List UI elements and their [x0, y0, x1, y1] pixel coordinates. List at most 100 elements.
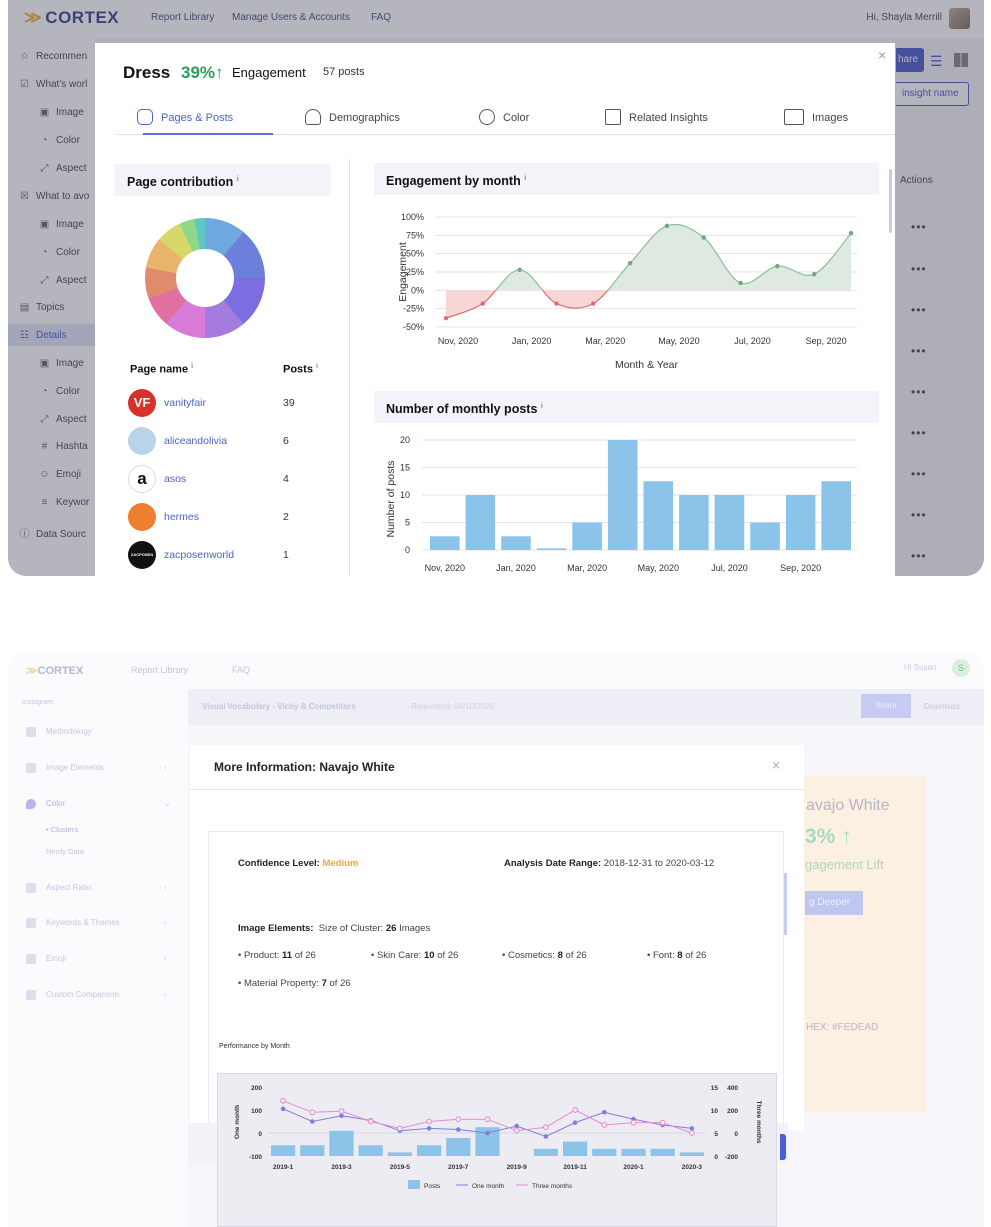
tab-color[interactable]: Color: [479, 109, 529, 126]
post-bar[interactable]: [679, 495, 709, 550]
download-button[interactable]: Download: [924, 702, 960, 711]
row-actions-menu[interactable]: •••: [911, 549, 927, 563]
sidebar-item-aspect[interactable]: ⤢ Aspect: [38, 163, 87, 174]
one-month-point[interactable]: [426, 1126, 432, 1131]
share-button[interactable]: hare: [896, 48, 924, 72]
three-months-point[interactable]: [659, 1119, 666, 1126]
sidebar-item-nerdy-data[interactable]: Nerdy Data: [46, 847, 84, 856]
posts-bar[interactable]: [446, 1138, 471, 1156]
three-months-point[interactable]: [484, 1116, 491, 1123]
close-icon[interactable]: ×: [772, 757, 781, 773]
post-bar[interactable]: [750, 522, 780, 551]
three-months-point[interactable]: [397, 1125, 403, 1132]
post-bar[interactable]: [821, 481, 851, 550]
sidebar-item-aspect[interactable]: ⤢ Aspect: [38, 414, 87, 425]
chevron-icon[interactable]: ›: [164, 883, 167, 892]
post-bar[interactable]: [501, 536, 531, 550]
sidebar-item-keywords-themes[interactable]: Keywords & Themes: [26, 918, 120, 928]
page-row[interactable]: a asos 4: [128, 465, 328, 493]
nav-manage-users[interactable]: Manage Users & Accounts: [232, 12, 350, 23]
share-button[interactable]: Share: [861, 694, 911, 718]
data-point[interactable]: [443, 316, 449, 321]
sidebar-item-aspect[interactable]: ⤢ Aspect: [38, 275, 87, 286]
post-bar[interactable]: [572, 522, 602, 551]
sidebar-item-clusters[interactable]: • Clusters: [46, 825, 78, 834]
sidebar-item-aspect-ratio[interactable]: Aspect Ratio: [26, 883, 91, 893]
data-point[interactable]: [480, 301, 486, 306]
data-point[interactable]: [701, 235, 706, 240]
sidebar-item-image[interactable]: ▣ Image: [38, 107, 84, 118]
footer-button-edge[interactable]: [780, 1134, 786, 1160]
three-months-point[interactable]: [309, 1109, 316, 1116]
three-months-point[interactable]: [689, 1130, 695, 1136]
row-actions-menu[interactable]: •••: [911, 303, 927, 317]
nav-faq[interactable]: FAQ: [232, 665, 251, 675]
nav-faq[interactable]: FAQ: [371, 12, 392, 23]
sidebar-item-topics[interactable]: ▤ Topics: [18, 302, 65, 313]
sidebar-item-image-elements[interactable]: Image Elements: [26, 763, 104, 773]
one-month-point[interactable]: [339, 1113, 344, 1119]
page-row[interactable]: aliceandolivia 6: [128, 427, 328, 455]
sidebar-item-custom-comparison[interactable]: Custom Comparison: [26, 990, 119, 1000]
chevron-icon[interactable]: ⌄: [164, 799, 171, 808]
post-bar[interactable]: [643, 481, 674, 550]
info-icon[interactable]: i: [540, 403, 543, 410]
info-icon[interactable]: i: [524, 175, 527, 182]
one-month-point[interactable]: [310, 1119, 315, 1124]
posts-bar[interactable]: [387, 1152, 412, 1156]
post-bar[interactable]: [465, 495, 496, 550]
page-name[interactable]: vanityfair: [164, 397, 207, 409]
sidebar-item-data-sourc[interactable]: ⓘ Data Sourc: [18, 525, 87, 540]
three-months-point[interactable]: [601, 1122, 608, 1128]
data-point[interactable]: [517, 267, 522, 272]
sidebar-item-color[interactable]: Color: [26, 799, 65, 809]
sidebar-item-hashta[interactable]: # Hashta: [38, 441, 88, 452]
chevron-icon[interactable]: ›: [164, 918, 167, 927]
info-icon[interactable]: i: [236, 176, 239, 183]
grid-view-icon[interactable]: [954, 53, 968, 67]
posts-bar[interactable]: [563, 1141, 588, 1156]
three-months-point[interactable]: [426, 1118, 433, 1125]
tab-images[interactable]: Images: [784, 109, 848, 126]
posts-bar[interactable]: [329, 1130, 354, 1156]
one-month-point[interactable]: [602, 1110, 607, 1115]
data-point[interactable]: [554, 301, 559, 306]
row-actions-menu[interactable]: •••: [911, 344, 927, 358]
one-month-point[interactable]: [572, 1120, 578, 1125]
sidebar-item-emoji[interactable]: ☺ Emoji: [38, 469, 81, 480]
posts-bar[interactable]: [650, 1148, 675, 1156]
post-bar[interactable]: [714, 495, 745, 550]
row-actions-menu[interactable]: •••: [911, 426, 927, 440]
page-name[interactable]: asos: [164, 473, 187, 485]
three-months-point[interactable]: [338, 1108, 345, 1115]
one-month-point[interactable]: [280, 1106, 286, 1112]
three-months-point[interactable]: [455, 1116, 462, 1123]
sidebar-item-recommen[interactable]: ☆ Recommen: [18, 51, 87, 62]
page-row[interactable]: ZACPOSEN zacposenworld 1: [128, 541, 328, 569]
three-months-point[interactable]: [572, 1107, 579, 1113]
tab-related-insights[interactable]: Related Insights: [605, 109, 708, 126]
sidebar-item-what-to-avo[interactable]: ☒ What to avo: [18, 191, 89, 202]
close-icon[interactable]: ×: [878, 47, 887, 63]
avatar[interactable]: [949, 8, 970, 29]
post-bar[interactable]: [536, 548, 567, 550]
posts-bar[interactable]: [621, 1148, 646, 1156]
sidebar-item-image[interactable]: ▣ Image: [38, 219, 84, 230]
nav-report-library[interactable]: Report Library: [151, 12, 215, 23]
data-point[interactable]: [775, 263, 780, 269]
posts-bar[interactable]: [533, 1148, 558, 1156]
tab-pages-posts[interactable]: Pages & Posts: [137, 109, 233, 126]
posts-bar[interactable]: [300, 1145, 325, 1156]
three-months-point[interactable]: [630, 1119, 637, 1126]
sidebar-item-methodology[interactable]: Methodology: [26, 727, 92, 737]
data-point[interactable]: [811, 272, 817, 277]
modal-scrollbar[interactable]: [784, 873, 787, 935]
data-point[interactable]: [738, 280, 743, 286]
cortex-logo[interactable]: ≫CORTEX: [26, 665, 84, 677]
post-bar[interactable]: [785, 495, 816, 550]
page-name[interactable]: aliceandolivia: [164, 435, 228, 447]
sidebar-item-details[interactable]: ☷ Details: [18, 330, 67, 341]
list-view-icon[interactable]: ☰: [930, 53, 943, 69]
page-name[interactable]: zacposenworld: [164, 549, 235, 561]
chevron-icon[interactable]: ›: [164, 990, 167, 999]
